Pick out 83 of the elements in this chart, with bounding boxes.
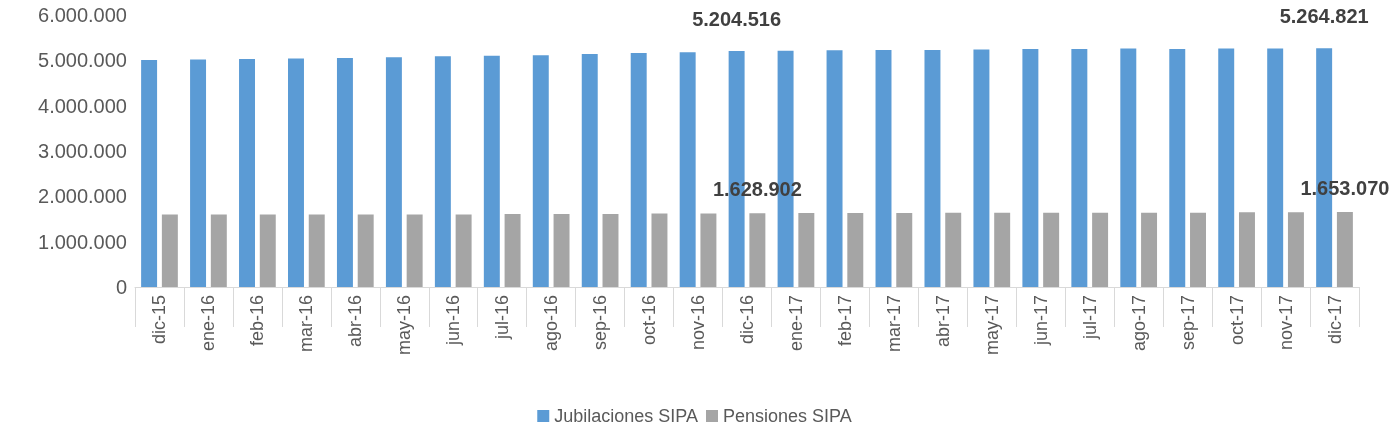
bar [190,59,207,287]
bar [385,57,402,287]
bar [1218,48,1235,287]
legend-label: Pensiones SIPA [723,406,852,426]
bar [630,53,647,287]
bar [1120,48,1137,287]
bar [504,214,521,287]
y-tick-label: 2.000.000 [38,185,127,208]
bar [651,213,668,287]
bar [141,59,158,287]
bar [1092,212,1109,287]
x-tick-label: feb-16 [247,295,268,347]
bar [288,58,304,287]
bar [239,58,256,287]
bar [826,50,843,287]
y-tick-label: 5.000.000 [38,49,127,72]
x-tick-label: oct-17 [1226,295,1247,346]
x-tick-label: sep-16 [590,295,611,351]
x-tick-label: dic-15 [149,295,170,345]
bar [924,49,941,287]
y-tick-label: 4.000.000 [38,94,127,117]
x-tick-label: may-16 [394,295,415,356]
y-tick-label: 1.000.000 [38,230,127,253]
legend-label: Jubilaciones SIPA [554,406,699,426]
bar [945,212,962,287]
x-tick-label: mar-16 [296,295,317,353]
x-tick-label: jun-17 [1030,295,1051,347]
x-tick-label: ago-16 [541,295,562,352]
bar [161,214,178,287]
x-tick-label: ago-17 [1128,295,1149,352]
x-tick-label: sep-17 [1177,295,1198,351]
x-tick-label: mar-17 [883,295,904,353]
bar [875,49,892,287]
y-tick-label: 3.000.000 [38,140,127,162]
x-tick-label: oct-16 [639,295,660,346]
bar [553,214,570,287]
x-tick-label: ene-17 [785,295,806,352]
bar [1190,212,1206,287]
x-tick-label: jun-16 [443,295,464,347]
y-tick-label: 0 [115,276,127,298]
bar [532,55,549,287]
bar [847,213,864,287]
x-tick-label: dic-16 [737,295,757,345]
bar [210,214,227,287]
bar [1071,49,1088,287]
bar [357,214,374,287]
y-tick-label: 6.000.000 [38,4,127,26]
x-tick-label: nov-16 [688,295,709,351]
bar [1141,212,1158,287]
bar [259,214,276,287]
bar [434,56,451,287]
bar [700,213,717,287]
data-label: 5.264.821 [1279,5,1369,28]
x-tick-label: ene-16 [198,295,219,352]
data-label: 5.204.516 [692,8,782,31]
bar [973,49,990,287]
bar [1238,212,1255,287]
x-tick-label: feb-17 [834,295,855,347]
bar [406,214,423,287]
bar [1022,49,1039,287]
x-tick-label: may-17 [981,295,1002,356]
x-tick-label: dic-17 [1324,295,1345,345]
x-tick-label: abr-16 [345,295,366,348]
bar [679,52,696,287]
x-tick-label: nov-17 [1275,295,1296,351]
x-tick-label: jul-17 [1079,295,1100,341]
bar [1336,212,1353,287]
bar [308,214,325,287]
bar [602,214,619,287]
bar [581,53,598,287]
bar [896,213,913,287]
bar [455,214,472,287]
x-tick-label: abr-17 [932,295,953,348]
bar [483,55,500,287]
bar [798,213,815,287]
bar [1043,212,1060,287]
bar [1169,49,1186,287]
x-tick-label: jul-16 [492,295,513,341]
bar [994,212,1011,287]
bar [749,213,766,287]
bar [1267,48,1284,287]
bar [336,58,353,287]
bar [1287,212,1304,287]
